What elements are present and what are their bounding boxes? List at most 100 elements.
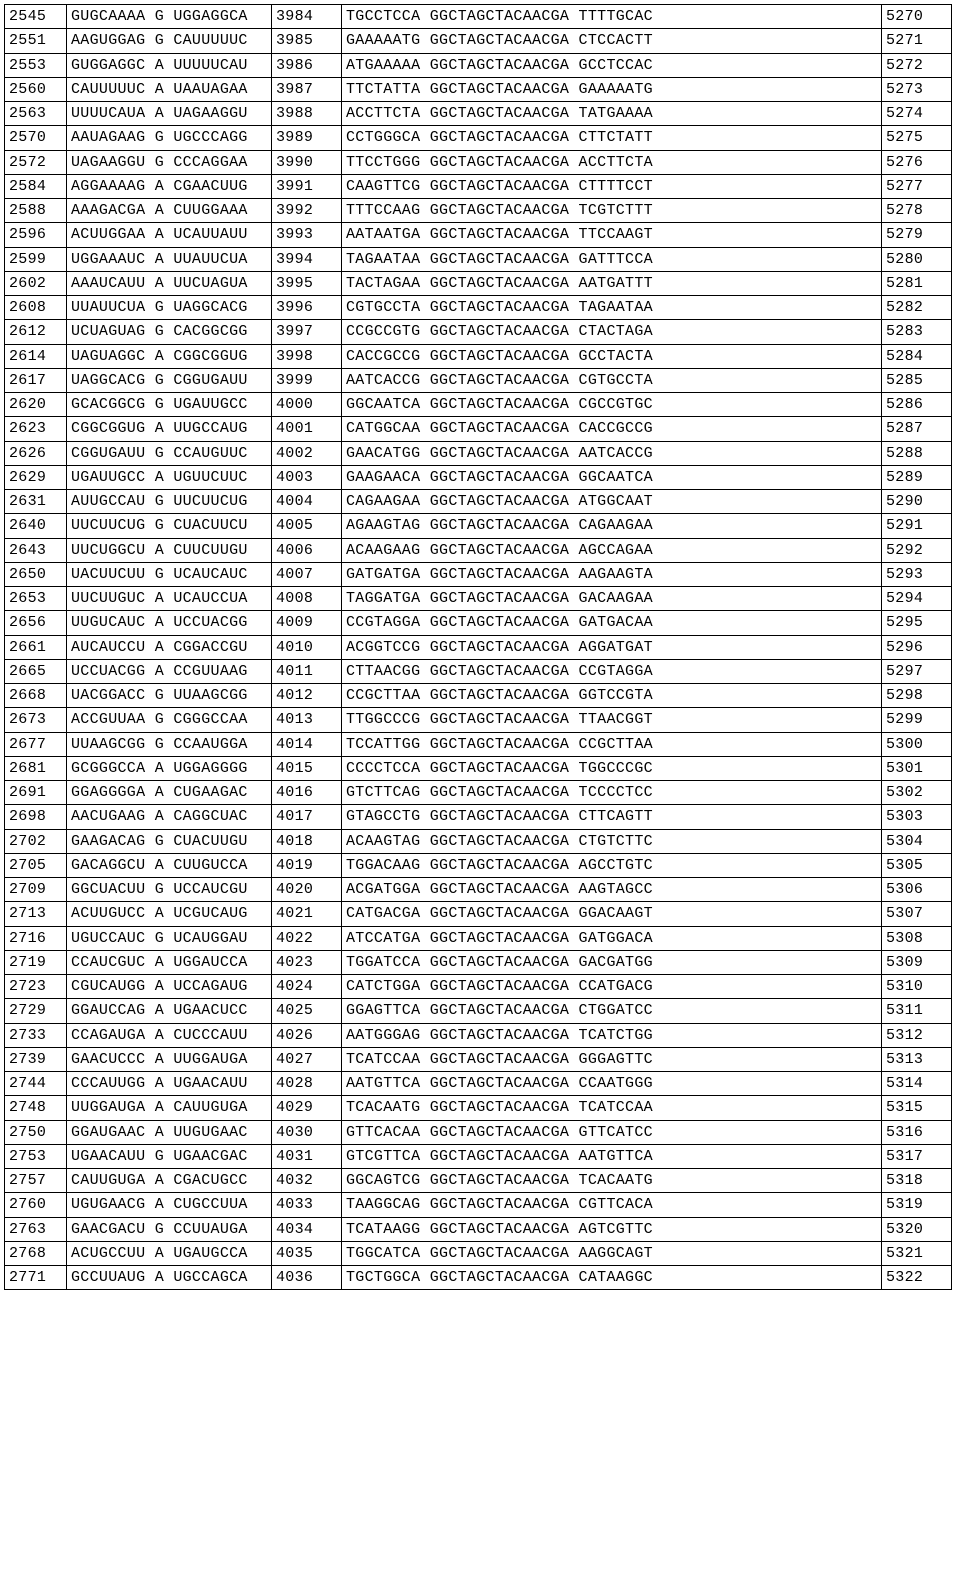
- right-id-cell: 5288: [882, 441, 952, 465]
- left-id-cell: 2757: [5, 1169, 67, 1193]
- left-id-cell: 2713: [5, 902, 67, 926]
- left-id-cell: 2653: [5, 587, 67, 611]
- left-seq-cell: UACUUCUU G UCAUCAUC: [67, 562, 272, 586]
- mid-id-cell: 3992: [272, 199, 342, 223]
- left-id-cell: 2640: [5, 514, 67, 538]
- right-id-cell: 5295: [882, 611, 952, 635]
- left-seq-cell: GUGCAAAA G UGGAGGCA: [67, 5, 272, 29]
- left-seq-cell: AAUAGAAG G UGCCCAGG: [67, 126, 272, 150]
- mid-id-cell: 3985: [272, 29, 342, 53]
- left-seq-cell: GCCUUAUG A UGCCAGCA: [67, 1266, 272, 1290]
- right-id-cell: 5299: [882, 708, 952, 732]
- left-id-cell: 2602: [5, 271, 67, 295]
- right-seq-cell: ACAAGAAG GGCTAGCTACAACGA AGCCAGAA: [342, 538, 882, 562]
- right-seq-cell: TAAGGCAG GGCTAGCTACAACGA CGTTCACA: [342, 1193, 882, 1217]
- left-seq-cell: UUUUCAUA A UAGAAGGU: [67, 102, 272, 126]
- table-row: 2612UCUAGUAG G CACGGCGG3997CCGCCGTG GGCT…: [5, 320, 952, 344]
- right-seq-cell: CATGACGA GGCTAGCTACAACGA GGACAAGT: [342, 902, 882, 926]
- left-id-cell: 2650: [5, 562, 67, 586]
- left-id-cell: 2629: [5, 465, 67, 489]
- table-row: 2545GUGCAAAA G UGGAGGCA3984TGCCTCCA GGCT…: [5, 5, 952, 29]
- mid-id-cell: 4021: [272, 902, 342, 926]
- left-id-cell: 2702: [5, 829, 67, 853]
- mid-id-cell: 4019: [272, 853, 342, 877]
- right-id-cell: 5287: [882, 417, 952, 441]
- left-seq-cell: UAGUAGGC A CGGCGGUG: [67, 344, 272, 368]
- left-seq-cell: UUAAGCGG G CCAAUGGA: [67, 732, 272, 756]
- right-seq-cell: GGCAGTCG GGCTAGCTACAACGA TCACAATG: [342, 1169, 882, 1193]
- right-seq-cell: CCTGGGCA GGCTAGCTACAACGA CTTCTATT: [342, 126, 882, 150]
- right-id-cell: 5279: [882, 223, 952, 247]
- left-seq-cell: UCUAGUAG G CACGGCGG: [67, 320, 272, 344]
- left-seq-cell: UGUCCAUC G UCAUGGAU: [67, 926, 272, 950]
- left-id-cell: 2588: [5, 199, 67, 223]
- left-seq-cell: UUCUGGCU A CUUCUUGU: [67, 538, 272, 562]
- mid-id-cell: 3991: [272, 174, 342, 198]
- left-seq-cell: UUGUCAUC A UCCUACGG: [67, 611, 272, 635]
- left-id-cell: 2631: [5, 490, 67, 514]
- left-seq-cell: UGGAAAUC A UUAUUCUA: [67, 247, 272, 271]
- left-seq-cell: AAAUCAUU A UUCUAGUA: [67, 271, 272, 295]
- table-row: 2551AAGUGGAG G CAUUUUUC3985GAAAAATG GGCT…: [5, 29, 952, 53]
- right-id-cell: 5312: [882, 1023, 952, 1047]
- right-id-cell: 5296: [882, 635, 952, 659]
- left-seq-cell: CGGUGAUU G CCAUGUUC: [67, 441, 272, 465]
- mid-id-cell: 4033: [272, 1193, 342, 1217]
- mid-id-cell: 4029: [272, 1096, 342, 1120]
- table-row: 2563UUUUCAUA A UAGAAGGU3988ACCTTCTA GGCT…: [5, 102, 952, 126]
- right-id-cell: 5311: [882, 999, 952, 1023]
- mid-id-cell: 4034: [272, 1217, 342, 1241]
- left-seq-cell: AAAGACGA A CUUGGAAA: [67, 199, 272, 223]
- right-id-cell: 5320: [882, 1217, 952, 1241]
- table-row: 2705GACAGGCU A CUUGUCCA4019TGGACAAG GGCT…: [5, 853, 952, 877]
- right-id-cell: 5303: [882, 805, 952, 829]
- mid-id-cell: 4003: [272, 465, 342, 489]
- mid-id-cell: 4028: [272, 1072, 342, 1096]
- table-row: 2716UGUCCAUC G UCAUGGAU4022ATCCATGA GGCT…: [5, 926, 952, 950]
- right-id-cell: 5282: [882, 296, 952, 320]
- left-id-cell: 2560: [5, 77, 67, 101]
- left-id-cell: 2626: [5, 441, 67, 465]
- right-id-cell: 5281: [882, 271, 952, 295]
- table-row: 2681GCGGGCCA A UGGAGGGG4015CCCCTCCA GGCT…: [5, 756, 952, 780]
- left-seq-cell: UACGGACC G UUAAGCGG: [67, 684, 272, 708]
- left-seq-cell: GAACGACU G CCUUAUGA: [67, 1217, 272, 1241]
- table-body: 2545GUGCAAAA G UGGAGGCA3984TGCCTCCA GGCT…: [5, 5, 952, 1290]
- left-id-cell: 2763: [5, 1217, 67, 1241]
- mid-id-cell: 4011: [272, 659, 342, 683]
- left-seq-cell: GACAGGCU A CUUGUCCA: [67, 853, 272, 877]
- table-row: 2698AACUGAAG A CAGGCUAC4017GTAGCCTG GGCT…: [5, 805, 952, 829]
- mid-id-cell: 3996: [272, 296, 342, 320]
- mid-id-cell: 4015: [272, 756, 342, 780]
- right-seq-cell: TTCCTGGG GGCTAGCTACAACGA ACCTTCTA: [342, 150, 882, 174]
- right-id-cell: 5315: [882, 1096, 952, 1120]
- left-seq-cell: GGAUCCAG A UGAACUCC: [67, 999, 272, 1023]
- mid-id-cell: 3990: [272, 150, 342, 174]
- right-id-cell: 5276: [882, 150, 952, 174]
- left-id-cell: 2620: [5, 393, 67, 417]
- mid-id-cell: 4032: [272, 1169, 342, 1193]
- left-id-cell: 2753: [5, 1144, 67, 1168]
- left-seq-cell: UUCUUGUC A UCAUCCUA: [67, 587, 272, 611]
- left-seq-cell: ACUGCCUU A UGAUGCCA: [67, 1241, 272, 1265]
- table-row: 2631AUUGCCAU G UUCUUCUG4004CAGAAGAA GGCT…: [5, 490, 952, 514]
- left-id-cell: 2768: [5, 1241, 67, 1265]
- right-seq-cell: TGCCTCCA GGCTAGCTACAACGA TTTTGCAC: [342, 5, 882, 29]
- right-id-cell: 5319: [882, 1193, 952, 1217]
- table-row: 2560CAUUUUUC A UAAUAGAA3987TTCTATTA GGCT…: [5, 77, 952, 101]
- right-id-cell: 5308: [882, 926, 952, 950]
- table-row: 2691GGAGGGGA A CUGAAGAC4016GTCTTCAG GGCT…: [5, 781, 952, 805]
- mid-id-cell: 4022: [272, 926, 342, 950]
- mid-id-cell: 4035: [272, 1241, 342, 1265]
- sequence-table: 2545GUGCAAAA G UGGAGGCA3984TGCCTCCA GGCT…: [4, 4, 952, 1290]
- right-id-cell: 5270: [882, 5, 952, 29]
- right-id-cell: 5300: [882, 732, 952, 756]
- right-seq-cell: ACCTTCTA GGCTAGCTACAACGA TATGAAAA: [342, 102, 882, 126]
- mid-id-cell: 4006: [272, 538, 342, 562]
- right-seq-cell: TCACAATG GGCTAGCTACAACGA TCATCCAA: [342, 1096, 882, 1120]
- left-id-cell: 2596: [5, 223, 67, 247]
- left-id-cell: 2673: [5, 708, 67, 732]
- right-seq-cell: ATGAAAAA GGCTAGCTACAACGA GCCTCCAC: [342, 53, 882, 77]
- mid-id-cell: 4012: [272, 684, 342, 708]
- table-row: 2629UGAUUGCC A UGUUCUUC4003GAAGAACA GGCT…: [5, 465, 952, 489]
